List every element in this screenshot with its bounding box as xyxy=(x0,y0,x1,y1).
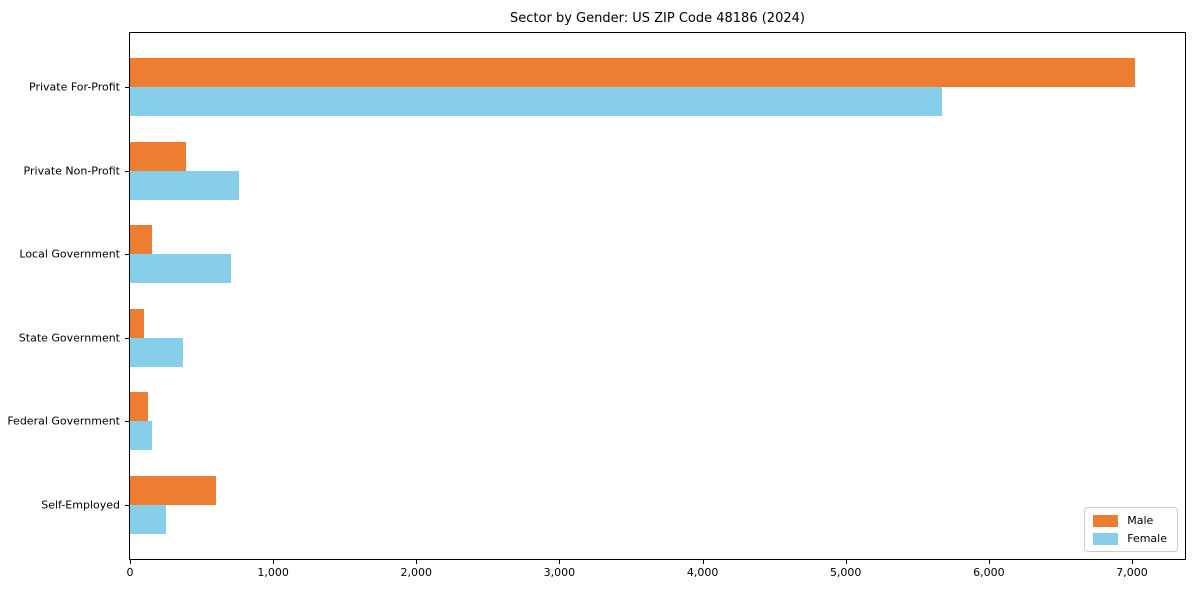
xtick-label-0: 0 xyxy=(126,566,134,579)
legend-label-female: Female xyxy=(1127,532,1167,545)
bar-female-private-non-profit xyxy=(130,170,239,200)
legend-label-male: Male xyxy=(1127,514,1154,527)
x-axis-tick xyxy=(559,560,561,564)
bar-male-self-employed xyxy=(130,475,217,505)
bar-female-local-government xyxy=(130,254,232,284)
plot-area: Male Female xyxy=(129,32,1186,560)
legend: Male Female xyxy=(1084,507,1178,552)
y-axis-tick xyxy=(125,87,129,89)
x-axis-tick xyxy=(1132,560,1133,564)
bar-male-private-for-profit xyxy=(130,58,1135,88)
xtick-label-1-000: 1,000 xyxy=(257,566,289,579)
xtick-label-7-000: 7,000 xyxy=(1116,566,1148,579)
legend-swatch-male-icon xyxy=(1093,514,1119,527)
legend-item-female: Female xyxy=(1093,532,1167,545)
ytick-label-state-government: State Government xyxy=(18,331,120,345)
xtick-label-4-000: 4,000 xyxy=(686,566,719,579)
xtick-label-3-000: 3,000 xyxy=(543,566,576,579)
ytick-label-local-government: Local Government xyxy=(19,247,120,261)
xtick-label-5-000: 5,000 xyxy=(829,566,862,579)
chart-title: Sector by Gender: US ZIP Code 48186 (202… xyxy=(510,11,805,26)
bar-male-federal-government xyxy=(130,392,148,422)
y-axis-tick xyxy=(125,170,129,172)
y-axis-tick xyxy=(125,421,129,423)
x-axis-tick xyxy=(845,560,847,564)
x-axis-tick xyxy=(130,560,131,564)
y-axis-tick xyxy=(125,504,129,506)
ytick-label-private-non-profit: Private Non-Profit xyxy=(23,164,120,178)
bar-male-state-government xyxy=(130,308,144,338)
bar-female-state-government xyxy=(130,337,183,367)
x-axis-tick xyxy=(416,560,418,564)
legend-item-male: Male xyxy=(1093,514,1167,527)
x-axis-tick xyxy=(988,560,990,564)
ytick-label-self-employed: Self-Employed xyxy=(41,498,120,512)
x-axis-tick xyxy=(702,560,704,564)
x-axis-tick xyxy=(273,560,275,564)
bar-female-self-employed xyxy=(130,504,167,534)
y-axis-tick xyxy=(125,337,129,339)
ytick-label-private-for-profit: Private For-Profit xyxy=(29,80,120,94)
legend-swatch-female-icon xyxy=(1093,532,1119,545)
bar-male-local-government xyxy=(130,225,152,255)
bar-female-federal-government xyxy=(130,421,152,451)
ytick-label-federal-government: Federal Government xyxy=(7,414,120,428)
xtick-label-2-000: 2,000 xyxy=(400,566,433,579)
bar-male-private-non-profit xyxy=(130,141,186,171)
bar-female-private-for-profit xyxy=(130,87,943,117)
y-axis-tick xyxy=(125,254,129,256)
xtick-label-6-000: 6,000 xyxy=(973,566,1005,579)
